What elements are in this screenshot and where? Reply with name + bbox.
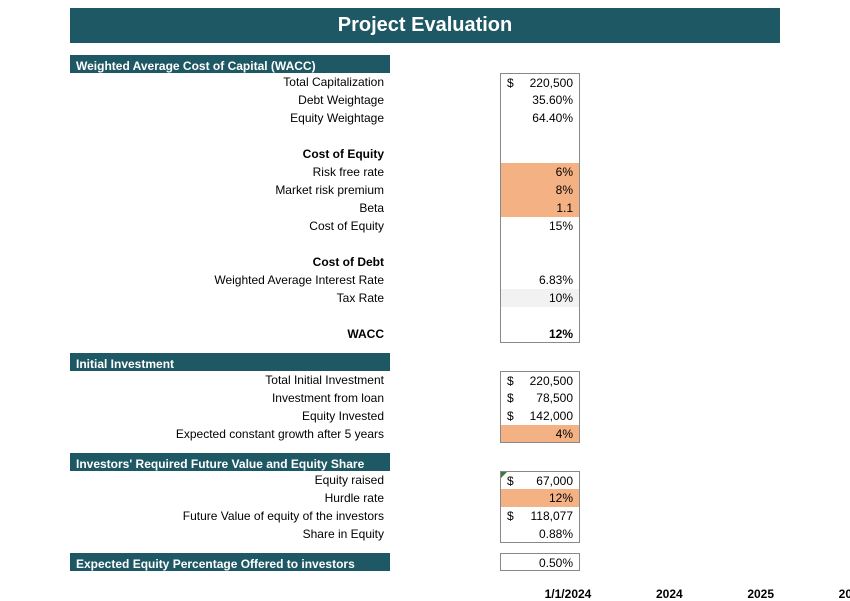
debt-wt-value: 35.60%	[500, 91, 580, 109]
hurdle-label: Hurdle rate	[70, 489, 390, 507]
tax-label: Tax Rate	[70, 289, 390, 307]
investors-header: Investors' Required Future Value and Equ…	[70, 453, 390, 471]
year-2: 2024	[595, 587, 683, 601]
cod-header: Cost of Debt	[70, 253, 390, 271]
loan-label: Investment from loan	[70, 389, 390, 407]
coe-label: Cost of Equity	[70, 217, 390, 235]
equity-wt-value: 64.40%	[500, 109, 580, 127]
mrp-value: 8%	[500, 181, 580, 199]
expected-value: 0.50%	[500, 553, 580, 571]
coe-header: Cost of Equity	[70, 145, 390, 163]
total-cap-label: Total Capitalization	[70, 73, 390, 91]
wari-value: 6.83%	[500, 271, 580, 289]
wari-label: Weighted Average Interest Rate	[70, 271, 390, 289]
tii-value: $220,500	[500, 371, 580, 389]
year-row: 1/1/2024 2024 2025 2026 2027	[70, 587, 850, 601]
eqi-value: $142,000	[500, 407, 580, 425]
wacc-value: 12%	[500, 325, 580, 343]
debt-wt-label: Debt Weightage	[70, 91, 390, 109]
initial-header: Initial Investment	[70, 353, 390, 371]
total-cap-value: $220,500	[500, 73, 580, 91]
year-1: 1/1/2024	[503, 587, 591, 601]
loan-value: $78,500	[500, 389, 580, 407]
beta-label: Beta	[70, 199, 390, 217]
coe-value: 15%	[500, 217, 580, 235]
growth-value: 4%	[500, 425, 580, 443]
year-3: 2025	[686, 587, 774, 601]
growth-label: Expected constant growth after 5 years	[70, 425, 390, 443]
mrp-label: Market risk premium	[70, 181, 390, 199]
rfr-label: Risk free rate	[70, 163, 390, 181]
share-label: Share in Equity	[70, 525, 390, 543]
equity-wt-label: Equity Weightage	[70, 109, 390, 127]
fv-label: Future Value of equity of the investors	[70, 507, 390, 525]
fv-value: $118,077	[500, 507, 580, 525]
eqr-value: $67,000	[500, 471, 580, 489]
eqi-label: Equity Invested	[70, 407, 390, 425]
beta-value: 1.1	[500, 199, 580, 217]
main-container: Weighted Average Cost of Capital (WACC) …	[0, 55, 850, 601]
rfr-value: 6%	[500, 163, 580, 181]
page-title: Project Evaluation	[70, 8, 780, 43]
expected-header: Expected Equity Percentage Offered to in…	[70, 553, 390, 571]
wacc-label: WACC	[70, 325, 390, 343]
eqr-label: Equity raised	[70, 471, 390, 489]
wacc-header: Weighted Average Cost of Capital (WACC)	[70, 55, 390, 73]
tii-label: Total Initial Investment	[70, 371, 390, 389]
hurdle-value: 12%	[500, 489, 580, 507]
share-value: 0.88%	[500, 525, 580, 543]
tax-value: 10%	[500, 289, 580, 307]
year-4: 2026	[777, 587, 850, 601]
